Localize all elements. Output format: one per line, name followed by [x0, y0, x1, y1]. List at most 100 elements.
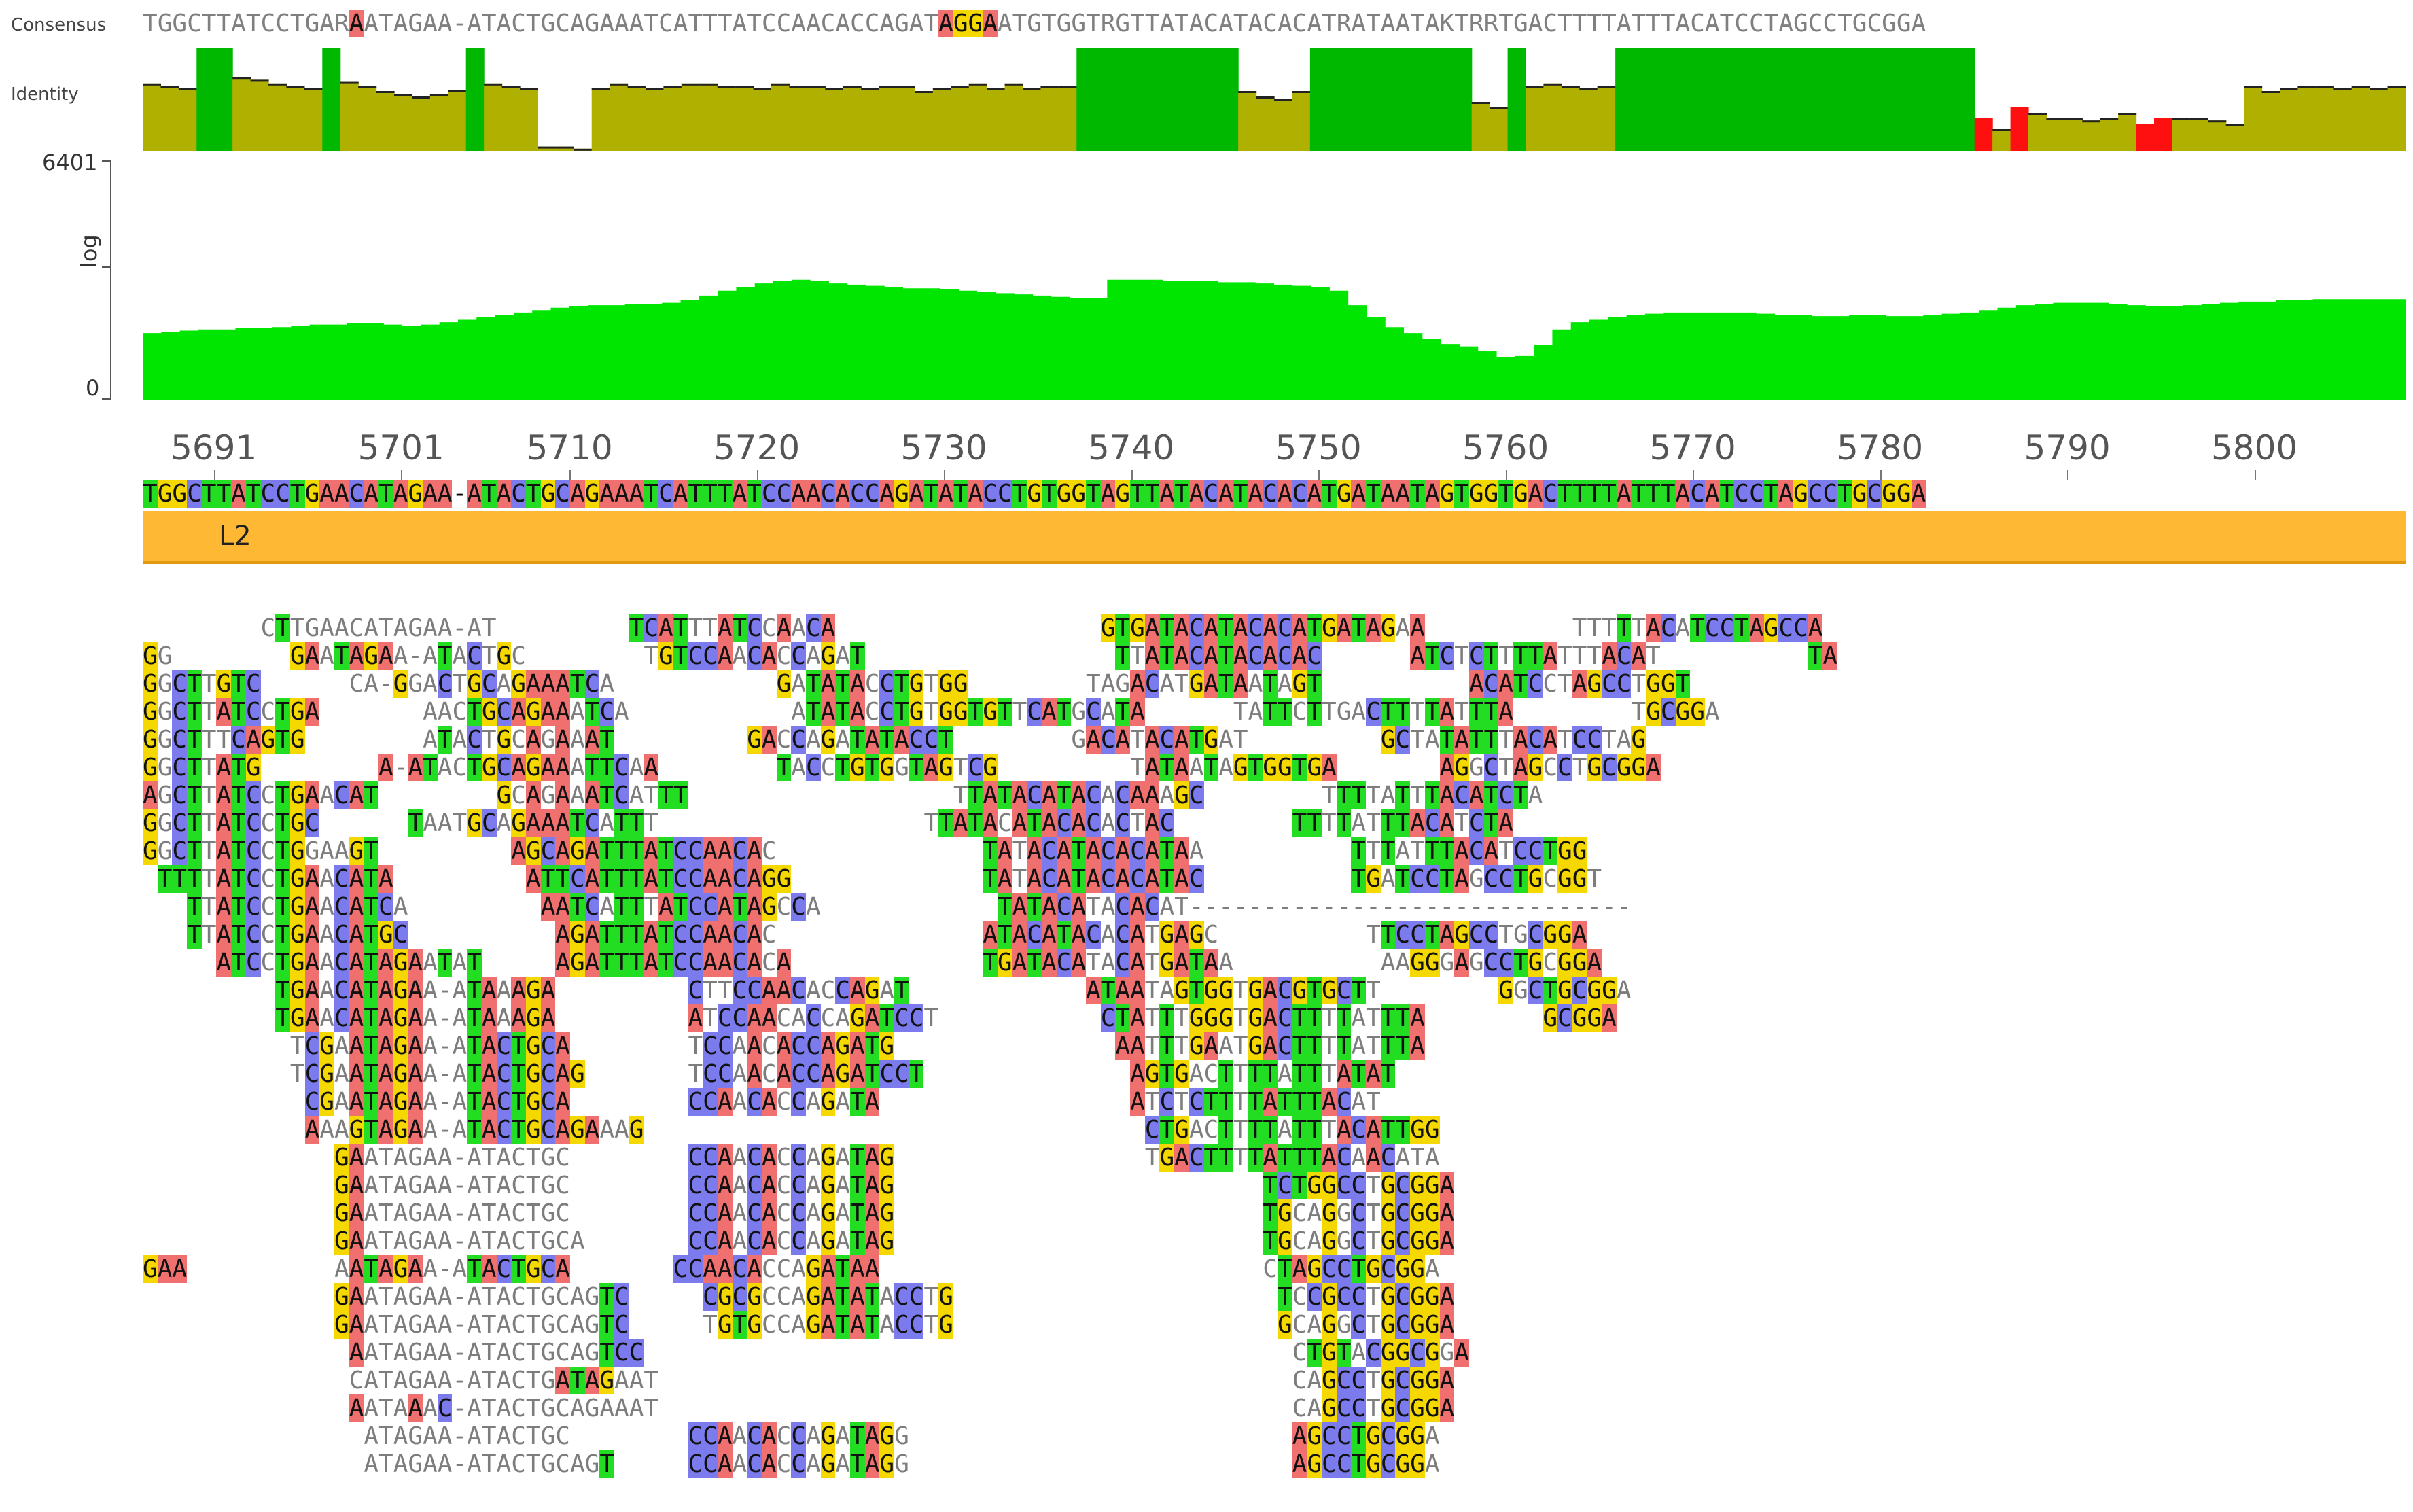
read-row[interactable]: GGCTTTCAGTG ATACTGCAGAAAT GACCAGATATACCT…	[143, 726, 1646, 754]
consensus-sequence[interactable]: TGGCTTATCCTGARAATAGAA-ATACTGCAGAAATCATTT…	[143, 10, 1926, 37]
read-row[interactable]: TCGAATAGAA-ATACTGCAG TCCAACACCAGATCCT AG…	[289, 1060, 1396, 1088]
ruler-tick-label: 5800	[2211, 428, 2298, 468]
annotation-l2[interactable]: L2	[143, 511, 2406, 564]
read-row[interactable]: GAATAGAA-ATACTGC CCAACACCAGATAG TGCAGGCT…	[334, 1199, 1455, 1227]
reference-base: T	[1454, 480, 1469, 508]
identity-bar-cap	[2118, 113, 2137, 115]
reference-base: A	[629, 480, 644, 508]
identity-bar	[1812, 48, 1831, 151]
read-row[interactable]: GGCTTATCCTGC TAATGCAGAAATCATTT TTATACATA…	[143, 809, 1513, 837]
read-row[interactable]: GGCTTGTC CA-GGACTGCAGAAATCA GATATACCTGTG…	[143, 670, 1691, 698]
identity-bar	[2028, 113, 2047, 151]
identity-bar-cap	[1274, 99, 1293, 101]
identity-bar	[448, 90, 467, 151]
read-row[interactable]: GAATAGAA-ATACTGCAGTC CGCGCCAGATATACCTG T…	[334, 1283, 1455, 1311]
reference-base: A	[1675, 480, 1691, 508]
identity-bar	[2082, 120, 2101, 151]
identity-bar	[968, 83, 987, 151]
read-row[interactable]: AATAAAC-ATACTGCAGAAAT CAGCCTGCGGA	[349, 1394, 1455, 1422]
identity-bar-cap	[735, 86, 754, 88]
identity-bar-cap	[843, 86, 862, 88]
identity-bar-cap	[1058, 86, 1077, 88]
read-row[interactable]: ATAGAA-ATACTGC CCAACACCAGATAGG AGCCTGCGG…	[364, 1422, 1440, 1450]
ruler-tick-label: 5780	[1837, 428, 1924, 468]
identity-bar	[1184, 48, 1203, 151]
read-row[interactable]: AAAGTAGAA-ATACTGCAGAAAG CTGACTTTTATTTACA…	[304, 1116, 1440, 1144]
identity-bar-cap	[646, 88, 665, 90]
read-row[interactable]: CTTGAACATAGAA-AT TCATTTATCCAACA GTGATACA…	[260, 614, 1823, 642]
reference-base: G	[540, 480, 556, 508]
reference-base: G	[1882, 480, 1897, 508]
coverage-min-label: 0	[86, 375, 100, 401]
identity-bar	[394, 94, 413, 151]
reference-base: C	[1748, 480, 1764, 508]
read-row[interactable]: TCGAATAGAA-ATACTGCA TCCAACACCAGATG AATTT…	[289, 1032, 1425, 1060]
position-ruler[interactable]: 5691 5701 5710 5720 5730 5740 5750 5760 5770 5780…	[143, 428, 2406, 482]
identity-bar-cap	[627, 86, 646, 88]
reference-base: T	[143, 480, 158, 508]
read-row[interactable]: GGCTTATCCTGA AACTGCAGAAATCA ATATACCTGTGG…	[143, 698, 1720, 726]
read-row[interactable]: TGAACATAGAA-ATAAAGA ATCCAACACCAGATCCT CT…	[275, 1004, 1617, 1032]
reference-base: G	[1115, 480, 1131, 508]
identity-bar	[610, 83, 629, 151]
identity-bar-cap	[429, 94, 448, 96]
read-row[interactable]: CATAGAA-ATACTGATAGAAT CAGCCTGCGGA	[349, 1367, 1455, 1394]
identity-bar	[2370, 88, 2389, 151]
identity-bar-cap	[915, 91, 934, 93]
reference-sequence[interactable]: TGGCTTATCCTGAACATAGAA-ATACTGCAGAAATCATTT…	[143, 480, 1926, 508]
reference-base: T	[747, 480, 762, 508]
reference-base: A	[835, 480, 850, 508]
read-row[interactable]: GAA AATAGAA-ATACTGCA CCAACACCAGATAA CTAG…	[143, 1255, 1440, 1283]
identity-bar-cap	[2370, 88, 2389, 90]
identity-plot[interactable]	[143, 42, 2406, 151]
identity-bar	[1938, 48, 1957, 151]
identity-bar	[2280, 88, 2299, 151]
read-row[interactable]: ATAGAA-ATACTGCAGT CCAACACCAGATAGG AGCCTG…	[364, 1450, 1440, 1478]
read-row[interactable]: TTTTATCCTGAACATA ATTCATTTATCCAACAGG TATA…	[157, 865, 1602, 893]
reference-base: T	[717, 480, 733, 508]
read-row[interactable]: GAATAGAA-ATACTGC CCAACACCAGATAG TGACTTTT…	[334, 1144, 1440, 1172]
read-row[interactable]: GAATAGAA-ATACTGCA CCAACACCAGATAG TGCAGGC…	[334, 1227, 1455, 1255]
coverage-plot[interactable]	[143, 150, 2406, 401]
identity-bar	[2387, 86, 2406, 151]
identity-bar	[699, 83, 718, 151]
identity-bar-cap	[2315, 86, 2334, 88]
reference-base: C	[997, 480, 1012, 508]
read-row[interactable]: CGAATAGAA-ATACTGCA CCAACACCAGATA ATCTCTT…	[304, 1088, 1381, 1116]
reference-base: C	[983, 480, 998, 508]
read-row[interactable]: GG GAATAGAA-ATACTGC TGTCCAACACCAGAT TTAT…	[143, 642, 1838, 670]
reference-base: T	[481, 480, 497, 508]
read-row[interactable]: AGCTTATCCTGAACAT GCAGAAATCATTT TTATACATA…	[143, 781, 1543, 809]
identity-bar-cap	[286, 86, 305, 88]
identity-bar-cap	[699, 83, 718, 86]
read-row[interactable]: TTATCCTGAACATGC AGATTTATCCAACAC ATACATAC…	[187, 921, 1587, 949]
reference-base: A	[364, 480, 378, 508]
reference-base: G	[894, 480, 909, 508]
identity-bar-cap	[1579, 88, 1598, 90]
identity-bar-cap	[2261, 91, 2280, 93]
identity-bar-cap	[610, 83, 629, 86]
read-row[interactable]: TTATCCTGAACATCA AATCATTTATCCATAGCCA TATA…	[187, 893, 1632, 921]
identity-bar	[1490, 107, 1509, 151]
reference-base: T	[1233, 480, 1248, 508]
read-row[interactable]: GAATAGAA-ATACTGCAGTC TGTGCCAGATATACCTG G…	[334, 1311, 1455, 1339]
read-row[interactable]: GGCTTATG A-ATACTGCAGAAATTCAA TACCTGTGGTA…	[143, 754, 1661, 781]
identity-bar-cap	[879, 86, 898, 88]
read-row[interactable]: TGAACATAGAA-ATAAAGA CTTCCAACACCAGAT ATAA…	[275, 977, 1632, 1004]
read-row[interactable]: GAATAGAA-ATACTGC CCAACACCAGATAG TCTGGCCT…	[334, 1172, 1455, 1199]
identity-bar	[1094, 48, 1113, 151]
read-row[interactable]: AATAGAA-ATACTGCAGTCC CTGTACGGCGGA	[349, 1339, 1469, 1367]
ruler-tick-label: 5710	[526, 428, 613, 468]
identity-bar	[1400, 48, 1419, 151]
identity-bar-cap	[376, 91, 395, 93]
read-row[interactable]: ATCCTGAACATAGAATAT AGATTTATCCAACACA TGAT…	[216, 949, 1602, 977]
identity-bar	[1507, 48, 1526, 151]
identity-bar	[1848, 48, 1867, 151]
reference-base: T	[1410, 480, 1425, 508]
identity-bar	[501, 86, 521, 151]
identity-bar-cap	[1992, 129, 2011, 131]
reference-base: A	[614, 480, 629, 508]
identity-bar	[2100, 118, 2119, 151]
read-alignment-pane[interactable]: CTTGAACATAGAA-AT TCATTTATCCAACA GTGATACA…	[143, 614, 2406, 1498]
read-row[interactable]: GGCTTATCCTGGAAGT AGCAGATTTATCCAACAC TATA…	[143, 837, 1587, 865]
